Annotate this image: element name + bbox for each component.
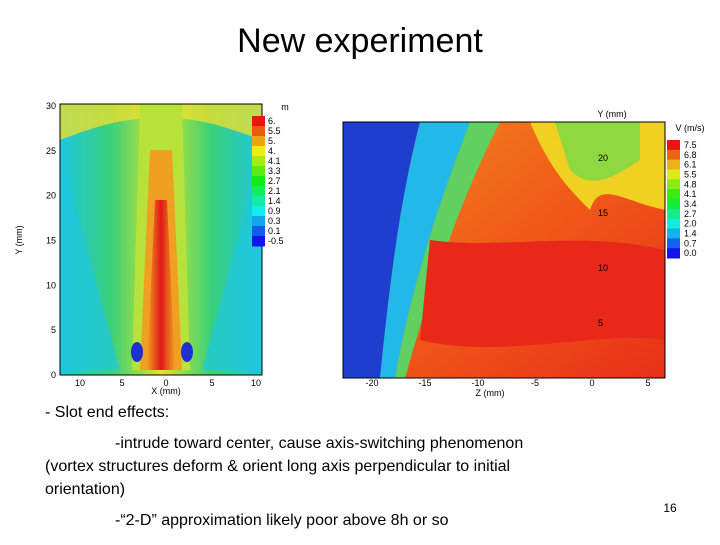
x-tick-label: 0 [163,378,168,388]
y-tick-label: 15 [598,208,608,218]
colorbar-label: 0.7 [684,238,697,248]
x-tick-label: -20 [365,378,378,388]
y-axis-label: Y (mm) [597,109,626,119]
contour-plot-right [342,121,666,379]
x-tick-label: -10 [471,378,484,388]
y-tick-label: 15 [46,236,56,246]
colorbar-label: 4.1 [684,189,697,199]
colorbar-label: 2.7 [268,176,281,186]
colorbar-swatch [252,206,265,217]
colorbar-label: 6. [268,116,276,126]
colorbar-label: 6.1 [684,160,697,170]
x-tick-label: 10 [251,378,261,388]
colorbar-label: 0.3 [268,216,281,226]
colorbar-swatch [252,166,265,177]
colorbar-swatch [667,199,680,210]
y-tick-label: 30 [46,101,56,111]
bullet: - Slot end effects: [45,404,169,421]
colorbar-label: 1.4 [268,196,281,206]
colorbar-swatch [667,140,680,151]
page-number: 16 [663,501,677,515]
bullet: orientation) [45,481,125,498]
colorbar-title: V (m/s) [676,123,705,133]
colorbar-label: 4.1 [268,156,281,166]
x-tick-label: 5 [645,378,650,388]
colorbar-label: 2.0 [684,219,697,229]
colorbar-label: 3.4 [684,199,697,209]
bullet: -intrude toward center, cause axis-switc… [115,435,523,452]
x-tick-label: -15 [418,378,431,388]
colorbar-swatch [667,179,680,190]
colorbar-label: 0.0 [684,248,697,258]
y-tick-label: 0 [51,370,56,380]
x-tick-label: 5 [119,378,124,388]
colorbar-swatch [252,196,265,207]
slide-title: New experiment [237,22,483,60]
colorbar-label: -0.5 [268,236,284,246]
colorbar-label: 5.5 [684,169,697,179]
colorbar-swatch [667,228,680,239]
colorbar-swatch [667,238,680,249]
colorbar-swatch [667,218,680,229]
colorbar-swatch [252,226,265,237]
x-tick-label: 10 [75,378,85,388]
colorbar-label: 5. [268,136,276,146]
colorbar-swatch [252,126,265,137]
y-axis-label: Y (mm) [14,225,24,254]
colorbar-label: 4. [268,146,276,156]
x-tick-label: -5 [531,378,539,388]
colorbar-label: 4.8 [684,179,697,189]
colorbar-swatch [252,216,265,227]
colorbar-label: 1.4 [684,228,697,238]
bullet: -“2-D” approximation likely poor above 8… [115,512,449,529]
x-axis-label: Z (mm) [476,388,505,398]
colorbar-label: 0.1 [268,226,281,236]
y-tick-label: 10 [46,280,56,290]
colorbar-swatch [667,248,680,259]
colorbar-swatch [667,208,680,220]
bullet: (vortex structures deform & orient long … [45,458,510,475]
colorbar-swatch [252,186,265,197]
colorbar-label: 0.9 [268,206,281,216]
colorbar-label: 7.5 [684,140,697,150]
y-tick-label: 20 [598,153,608,163]
y-tick-label: 20 [46,191,56,201]
x-tick-label: 5 [209,378,214,388]
colorbar-swatch [667,159,680,170]
colorbar-swatch [252,146,265,157]
y-tick-label: 5 [51,325,56,335]
colorbar-swatch [252,236,265,247]
colorbar-swatch [667,169,680,180]
colorbar-swatch [252,156,265,167]
y-tick-label: 25 [46,146,56,156]
colorbar-swatch [252,136,265,147]
contour-plot-left [59,103,263,376]
colorbar-label: 2.1 [268,186,281,196]
colorbar-label: 2.7 [684,209,697,219]
colorbar-swatch [667,149,680,161]
y-tick-label: 10 [598,263,608,273]
colorbar-label: 3.3 [268,166,281,176]
colorbar-label: 5.5 [268,126,281,136]
colorbar-title: m [281,102,289,112]
x-axis-label: X (mm) [151,386,181,396]
colorbar-swatch [252,176,265,187]
colorbar-swatch [667,189,680,200]
x-tick-label: 0 [589,378,594,388]
y-tick-label: 5 [598,318,603,328]
colorbar-swatch [252,116,265,127]
colorbar-label: 6.8 [684,150,697,160]
